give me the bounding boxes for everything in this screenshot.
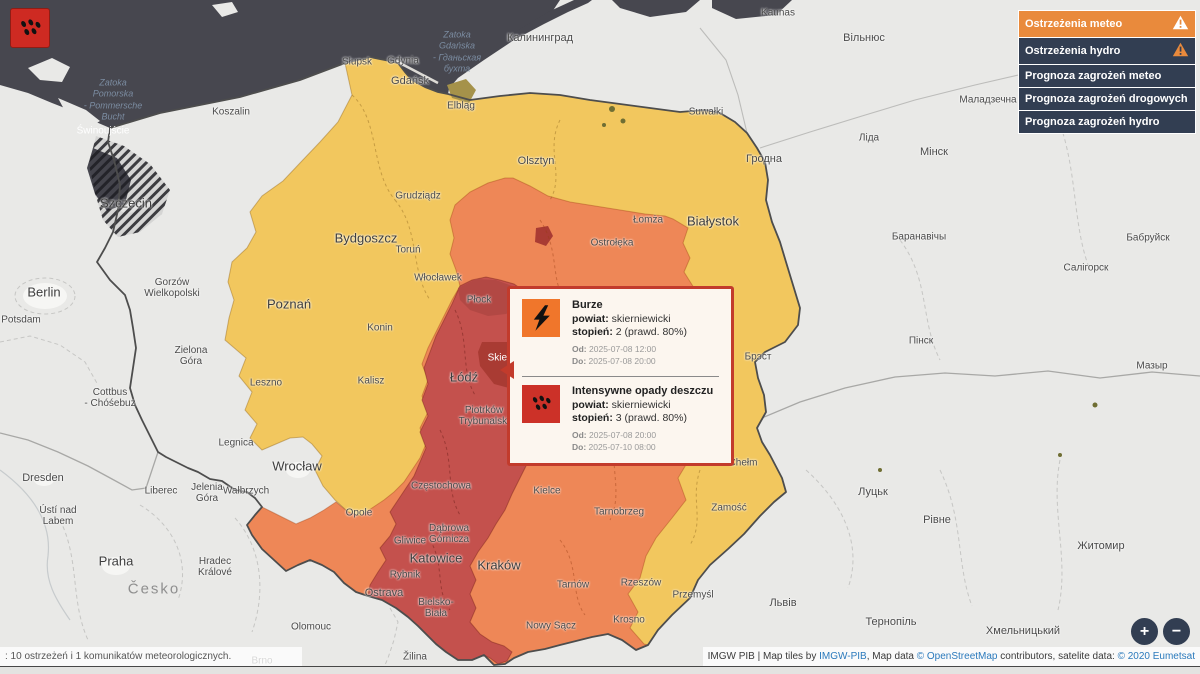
attribution-text: IMGW PIB | Map tiles by — [707, 651, 820, 662]
warning-powiat: powiat: skierniewicki — [572, 398, 671, 411]
warning-triangle-icon — [1172, 15, 1189, 30]
menu-item-label: Prognoza zagrożeń drogowych — [1025, 93, 1188, 105]
warning-popup: Burze powiat: skierniewicki stopień: 2 (pr… — [500, 286, 734, 467]
rain-icon — [21, 19, 41, 35]
warnings-menu: Ostrzeżenia meteo Ostrzeżenia hydro Progno… — [1018, 10, 1196, 134]
warning-title: Burze — [572, 299, 603, 311]
warning-dates: Od: 2025-07-08 12:00 Do: 2025-07-08 20:00 — [572, 344, 657, 367]
baltic-sea[interactable] — [0, 0, 560, 128]
hydro-warning-hatched-area[interactable] — [89, 136, 170, 237]
rain-icon — [532, 395, 551, 411]
popup-divider — [522, 375, 719, 377]
poland-border — [96, 56, 801, 666]
warning-entry: Intensywne opady deszczu powiat: skiernie… — [522, 384, 719, 454]
zoom-in-button[interactable]: + — [1131, 618, 1158, 645]
zoom-controls: + − — [1131, 618, 1190, 645]
warning-level: stopień: 3 (prawd. 80%) — [572, 411, 687, 424]
bottom-strip — [0, 666, 1200, 674]
alert-rain-button[interactable] — [10, 8, 50, 48]
popup-anchor-arrow — [491, 361, 514, 379]
warning-region-level3-dark[interactable] — [458, 279, 522, 316]
storm-icon — [522, 299, 560, 337]
attribution-link[interactable]: © 2020 Eumetsat — [1117, 651, 1195, 662]
menu-item-ostrze-enia-hydro[interactable]: Ostrzeżenia hydro — [1019, 38, 1195, 64]
zoom-out-button[interactable]: − — [1163, 618, 1190, 645]
warning-dates: Od: 2025-07-08 20:00 Do: 2025-07-10 08:00 — [572, 429, 657, 452]
warning-title: Intensywne opady deszczu — [572, 384, 714, 397]
warning-level: stopień: 2 (prawd. 80%) — [572, 326, 687, 338]
menu-item-prognoza-zagro-e-hydro[interactable]: Prognoza zagrożeń hydro — [1019, 111, 1195, 133]
storm-icon — [533, 305, 550, 331]
attribution-text: contributors, satelite data: — [997, 651, 1118, 662]
attribution-bar: IMGW PIB | Map tiles by IMGW-PIB, Map da… — [702, 647, 1200, 666]
menu-item-label: Prognoza zagrożeń meteo — [1025, 70, 1162, 82]
island — [58, 98, 100, 127]
menu-item-label: Ostrzeżenia meteo — [1025, 18, 1123, 30]
menu-item-ostrze-enia-meteo[interactable]: Ostrzeżenia meteo — [1019, 11, 1195, 37]
menu-item-label: Prognoza zagrożeń hydro — [1025, 116, 1160, 128]
attribution-link[interactable]: IMGW-PIB — [819, 651, 867, 662]
attribution-text: , Map data — [866, 651, 917, 662]
island — [212, 2, 238, 17]
warning-powiat: powiat: skierniewicki — [572, 313, 671, 325]
status-bar: : 10 ostrzeżeń i 1 komunikatów meteorolo… — [0, 647, 302, 666]
warning-entry: Burze powiat: skierniewicki stopień: 2 (pr… — [522, 299, 719, 368]
menu-item-label: Ostrzeżenia hydro — [1025, 45, 1121, 57]
island — [28, 58, 70, 82]
warning-triangle-icon — [1172, 42, 1189, 57]
attribution-link[interactable]: © OpenStreetMap — [916, 651, 998, 662]
menu-item-prognoza-zagro-e-meteo[interactable]: Prognoza zagrożeń meteo — [1019, 65, 1195, 87]
rain-icon — [522, 384, 560, 423]
menu-item-prognoza-zagro-e-drogowych[interactable]: Prognoza zagrożeń drogowych — [1019, 88, 1195, 110]
